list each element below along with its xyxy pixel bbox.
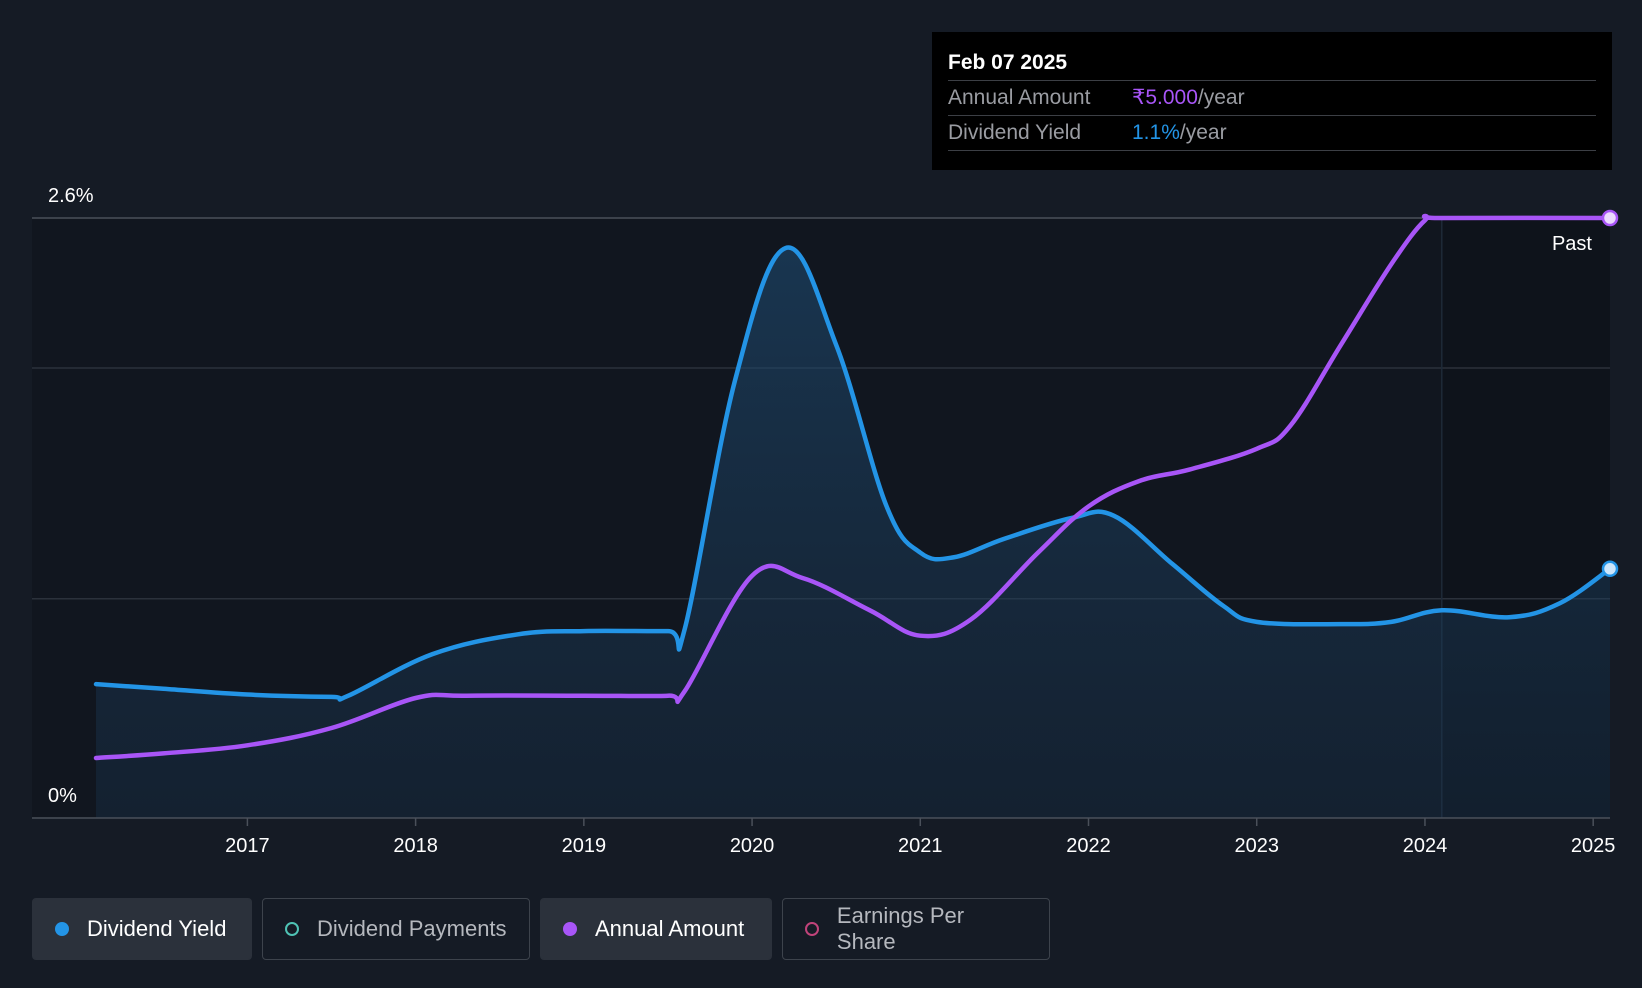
legend-dividend-yield-button[interactable]: Dividend Yield	[32, 898, 252, 960]
x-tick-label: 2025	[1571, 835, 1616, 857]
y-tick-label-top: 2.6%	[48, 185, 94, 207]
series-lines	[93, 209, 1619, 761]
dividend-yield-area	[96, 247, 1610, 818]
tooltip-yield-label: Dividend Yield	[948, 121, 1082, 144]
x-tick-label: 2017	[225, 835, 270, 857]
legend-dividend-payments-button[interactable]: Dividend Payments	[262, 898, 530, 960]
tooltip-annual-label: Annual Amount	[948, 86, 1091, 109]
earnings-per-share-ring-icon	[805, 922, 819, 936]
legend-dividend-payments-label: Dividend Payments	[317, 916, 507, 941]
x-tick-label: 2024	[1403, 835, 1448, 857]
legend-earnings-per-share-button[interactable]: Earnings Per Share	[782, 898, 1050, 960]
x-tick-label: 2021	[898, 835, 943, 857]
tooltip-date: Feb 07 2025	[948, 46, 1596, 81]
dividend-yield-end-marker	[1601, 560, 1619, 578]
tooltip-yield-value: 1.1%	[1132, 121, 1180, 144]
annual-amount-line	[93, 213, 1613, 761]
dividend-payments-ring-icon	[285, 922, 299, 936]
tooltip-yield-unit: /year	[1179, 121, 1227, 144]
x-tick-label: 2023	[1234, 835, 1279, 857]
tooltip-yield-row: Dividend Yield 1.1%/year	[948, 116, 1596, 151]
tooltip-annual-value: ₹5.000	[1132, 86, 1198, 109]
dividend-yield-dot-icon	[55, 922, 69, 936]
hover-tooltip: Feb 07 2025 Annual Amount ₹5.000/year Di…	[932, 32, 1612, 170]
legend-dividend-yield-label: Dividend Yield	[87, 916, 227, 941]
annual-amount-end-marker	[1601, 209, 1619, 227]
x-tick-label: 2018	[393, 835, 438, 857]
x-tick-label: 2020	[730, 835, 775, 857]
x-axis: 2017 2018 2019 2020 2021 2022 2023 2024 2025	[32, 817, 1616, 857]
tooltip-annual-unit: /year	[1197, 86, 1245, 109]
past-label: Past	[1552, 233, 1592, 255]
legend-earnings-per-share-label: Earnings Per Share	[836, 903, 965, 954]
annual-amount-dot-icon	[563, 922, 577, 936]
dividend-yield-line	[93, 245, 1613, 702]
y-tick-label-bottom: 0%	[48, 785, 77, 807]
tooltip-annual-row: Annual Amount ₹5.000/year	[948, 81, 1596, 116]
yield-area	[96, 247, 1610, 818]
x-tick-label: 2019	[562, 835, 607, 857]
chart-legend: Dividend Yield Dividend Payments Annual …	[32, 898, 1050, 960]
x-tick-label: 2022	[1066, 835, 1111, 857]
legend-annual-amount-button[interactable]: Annual Amount	[540, 898, 772, 960]
legend-annual-amount-label: Annual Amount	[595, 916, 745, 941]
